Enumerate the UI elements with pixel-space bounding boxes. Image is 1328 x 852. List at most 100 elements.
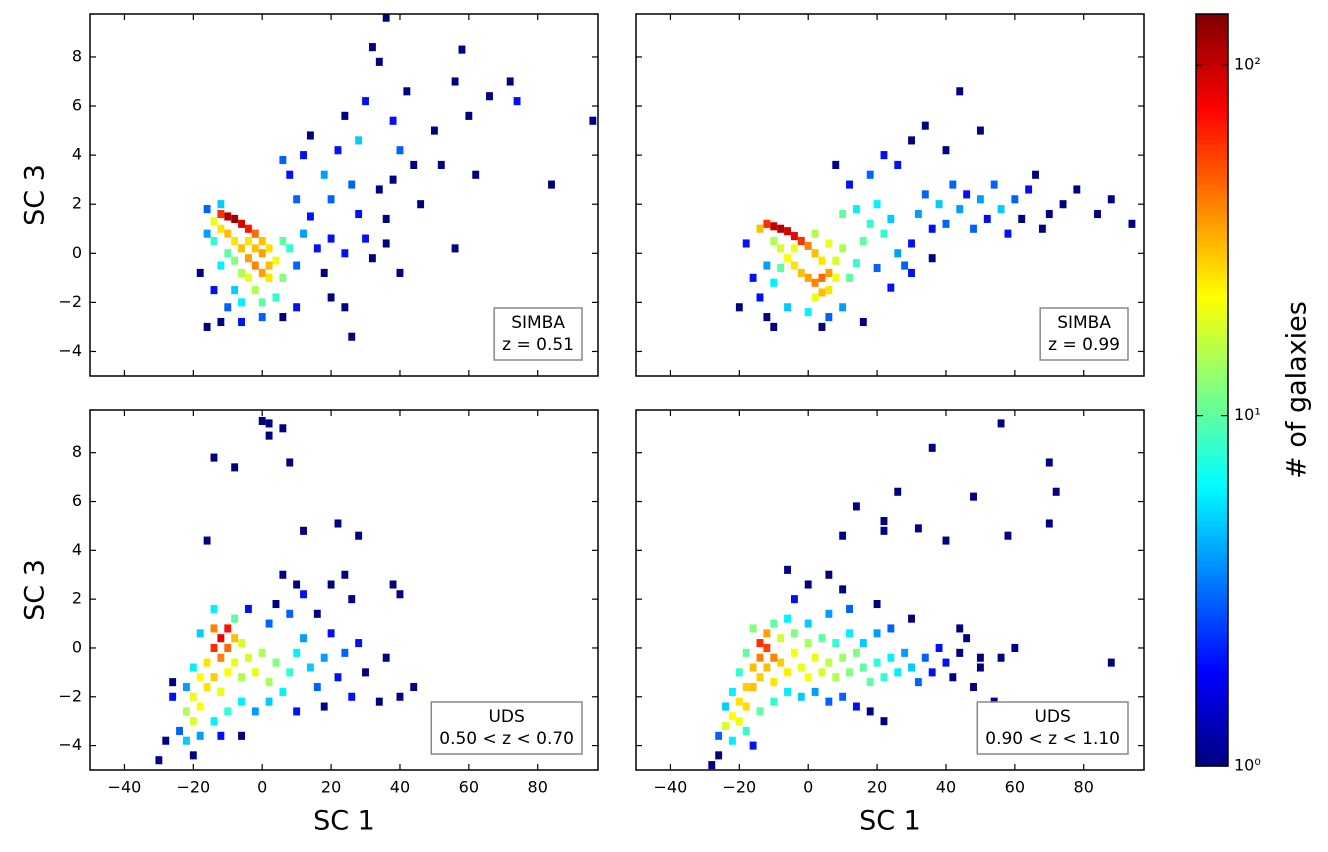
bin-cell [217, 224, 225, 233]
bin-cell [880, 151, 888, 160]
colorbar-step [1196, 339, 1228, 346]
colorbar-step [1196, 269, 1228, 276]
colorbar-step [1196, 254, 1228, 261]
bin-cell [873, 200, 881, 209]
colorbar-step [1196, 515, 1228, 521]
bin-cell [417, 200, 425, 209]
bin-cell [942, 536, 950, 545]
colorbar-step [1196, 184, 1228, 191]
bin-cell [832, 160, 840, 169]
bin-cell [852, 205, 860, 214]
bin-cell [1045, 209, 1053, 219]
x-tick-label: 80 [528, 778, 548, 797]
y-tick-label: 8 [72, 46, 82, 65]
bin-cell [210, 453, 218, 462]
annotation-text: SIMBA [1057, 313, 1111, 333]
bin-cell [735, 717, 743, 726]
colorbar-step [1196, 450, 1228, 456]
bin-cell [749, 682, 757, 692]
colorbar-step [1196, 480, 1228, 486]
bin-cell [279, 236, 287, 246]
bin-cell [846, 180, 853, 189]
bin-cell [300, 151, 307, 160]
colorbar-step [1196, 29, 1228, 35]
bin-cell [866, 678, 874, 687]
colorbar-step [1196, 64, 1228, 70]
bin-cell [818, 273, 826, 282]
bin-cell [313, 244, 321, 253]
bin-cell [217, 261, 225, 270]
bin-cell [238, 673, 245, 682]
y-tick-label: −4 [58, 341, 82, 360]
bin-cell [224, 229, 232, 238]
bin-cell [348, 692, 356, 701]
bin-cell [231, 256, 239, 265]
bin-cell [251, 286, 259, 295]
colorbar-step [1196, 244, 1228, 251]
bin-cell [763, 219, 771, 228]
bin-cell [162, 736, 170, 745]
bin-cell [887, 283, 895, 292]
y-axis-label: SC 3 [20, 559, 51, 621]
bin-cell [749, 741, 757, 750]
colorbar-step [1196, 79, 1228, 85]
bin-cell [839, 209, 847, 219]
bin-cell [749, 624, 757, 633]
bin-cell [410, 160, 418, 169]
bin-cell [1045, 458, 1053, 467]
colorbar-step [1196, 680, 1228, 687]
bin-cell [396, 590, 404, 599]
bin-cell [265, 619, 273, 628]
bin-cell [506, 77, 514, 86]
bin-cell [244, 653, 252, 662]
colorbar-step [1196, 485, 1228, 491]
bin-cell [320, 702, 328, 711]
colorbar-step [1196, 279, 1228, 286]
bin-cell [784, 254, 791, 263]
bin-cell [742, 239, 750, 248]
bin-cell [286, 458, 294, 467]
bin-cell [182, 682, 190, 692]
bin-cell [825, 609, 833, 618]
colorbar-step [1196, 364, 1228, 371]
bin-cell [327, 580, 335, 589]
bin-cell [355, 639, 363, 648]
annotation-text: 0.90 < z < 1.10 [985, 729, 1120, 749]
colorbar-step [1196, 440, 1228, 446]
colorbar-step [1196, 59, 1228, 65]
bin-cell [818, 634, 826, 643]
bin-cell [832, 273, 840, 282]
colorbar-step [1196, 299, 1228, 306]
bin-cell [997, 419, 1005, 428]
bin-cell [852, 502, 860, 511]
bin-cell [293, 261, 301, 270]
bin-cell [231, 236, 239, 246]
x-tick-label: 80 [1074, 778, 1094, 797]
bin-cell [279, 273, 287, 282]
bin-cell [763, 313, 771, 322]
bin-cell [804, 673, 812, 682]
bin-cell [859, 317, 867, 327]
bin-cell [258, 268, 266, 277]
axes-frame [89, 409, 599, 771]
colorbar-step [1196, 460, 1228, 466]
colorbar-step [1196, 465, 1228, 471]
bin-cell [203, 322, 211, 331]
bin-cell [928, 254, 936, 263]
annotation-box [1039, 307, 1129, 361]
bin-cell [313, 682, 321, 692]
bin-cell [341, 111, 349, 120]
bin-cell [742, 726, 750, 735]
colorbar-step [1196, 139, 1228, 145]
bin-cell [811, 687, 819, 696]
bin-cell [430, 126, 438, 135]
bin-cell [1045, 519, 1053, 528]
bin-cell [811, 278, 819, 287]
bin-cell [935, 643, 943, 652]
bin-cell [169, 692, 177, 701]
bin-cell [722, 722, 729, 731]
bin-cell [777, 244, 785, 253]
bin-cell [790, 261, 798, 270]
bin-cell [1011, 643, 1019, 652]
bin-cell [914, 678, 922, 687]
